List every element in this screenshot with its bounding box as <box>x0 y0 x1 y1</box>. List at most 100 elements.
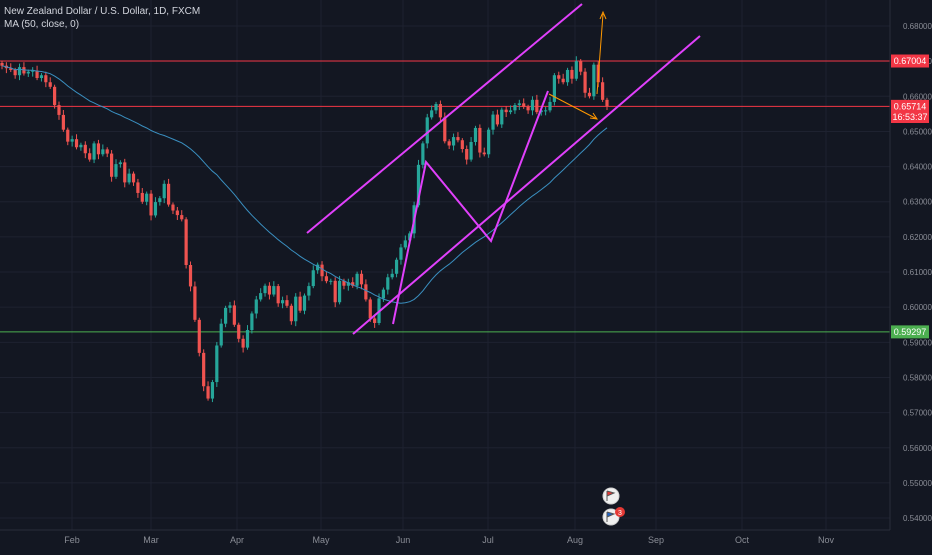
projection-line-down[interactable] <box>548 93 598 120</box>
flag-event-icon <box>606 511 616 522</box>
countdown-label: 16:53:37 <box>892 112 927 122</box>
y-tick-label: 0.63000 <box>903 198 932 207</box>
candle-body <box>530 99 535 111</box>
chart-legend: New Zealand Dollar / U.S. Dollar, 1D, FX… <box>4 5 200 31</box>
candle-body <box>526 106 530 111</box>
candle-body <box>44 75 48 83</box>
candle-body <box>83 144 87 154</box>
candle-body <box>359 273 364 285</box>
y-tick-label: 0.57000 <box>903 409 932 418</box>
candle-body <box>316 264 320 271</box>
candle-body <box>403 240 407 248</box>
candle-body <box>70 139 74 142</box>
candle-body <box>425 117 429 144</box>
candle-body <box>267 285 272 295</box>
candle-body <box>166 183 171 205</box>
candle-body <box>487 129 491 155</box>
candle-body <box>587 92 592 97</box>
candle-body <box>145 193 149 202</box>
level-badge <box>891 99 929 113</box>
y-tick-label: 0.59000 <box>903 338 932 347</box>
candle-body <box>158 198 162 203</box>
candle-body <box>74 139 79 148</box>
candle-body <box>197 319 201 353</box>
candle-body <box>202 352 206 387</box>
x-tick-label: Nov <box>818 535 835 545</box>
candle-body <box>381 289 386 299</box>
trend-drawings[interactable] <box>306 3 701 335</box>
candle-body <box>153 202 158 216</box>
candle-body <box>241 338 245 348</box>
candle-body <box>482 152 486 155</box>
candle-body <box>495 114 499 125</box>
candle-body <box>101 149 105 155</box>
candle-body <box>307 286 311 296</box>
candle-body <box>386 277 390 290</box>
flag-event-icon <box>606 490 616 501</box>
candle-body <box>456 137 460 141</box>
x-tick-label: May <box>312 535 330 545</box>
candle-body <box>311 270 315 287</box>
candle-body <box>0 62 4 66</box>
candle-body <box>223 307 228 324</box>
y-tick-label: 0.61000 <box>903 268 932 277</box>
candle-body <box>421 143 425 165</box>
candle-body <box>136 182 140 193</box>
candle-body <box>500 109 504 125</box>
event-flag-top[interactable] <box>602 487 620 505</box>
level-price-labels: 0.67004 0.65714 0.59297 <box>891 54 929 339</box>
channel-lower-line[interactable] <box>352 35 701 335</box>
candle-body <box>48 82 52 87</box>
candle-body <box>175 210 179 216</box>
candle-body <box>517 103 521 106</box>
candle-body <box>522 103 526 107</box>
grid <box>0 0 890 530</box>
y-tick-label: 0.54000 <box>903 514 932 523</box>
candle-body <box>574 61 578 79</box>
candle-body <box>31 70 35 72</box>
channel-upper-line[interactable] <box>306 3 583 234</box>
candle-body <box>250 313 254 331</box>
candle-body <box>548 101 552 111</box>
candles <box>0 56 609 403</box>
event-flag-bottom[interactable]: 3 <box>602 507 625 526</box>
x-tick-label: Mar <box>143 535 159 545</box>
candle-body <box>298 296 302 311</box>
candle-body <box>131 173 136 183</box>
event-markers[interactable]: 3 <box>602 487 625 526</box>
candle-body <box>443 117 447 142</box>
candle-body <box>565 69 570 83</box>
x-tick-label: Jun <box>396 535 411 545</box>
y-tick-label: 0.56000 <box>903 444 932 453</box>
time-axis[interactable]: Feb Mar Apr May Jun Jul Aug Sep Oct Nov <box>0 529 890 545</box>
candle-body <box>579 61 583 72</box>
candle-body <box>149 193 153 216</box>
y-tick-label: 0.55000 <box>903 479 932 488</box>
candle-body <box>123 162 127 183</box>
candle-body <box>118 162 122 165</box>
x-tick-label: Aug <box>567 535 583 545</box>
candle-body <box>210 382 215 399</box>
candle-body <box>66 129 70 142</box>
symbol-title: New Zealand Dollar / U.S. Dollar, 1D, FX… <box>4 6 201 17</box>
candle-body <box>259 293 263 300</box>
candle-body <box>438 104 443 118</box>
candle-body <box>162 183 166 199</box>
candle-body <box>434 104 438 111</box>
candle-body <box>254 299 258 314</box>
candle-body <box>451 137 456 146</box>
zigzag-pattern[interactable] <box>392 90 549 325</box>
moving-average-line <box>1 65 608 304</box>
level-label: 0.67004 <box>894 56 927 66</box>
candle-body <box>13 69 17 76</box>
candle-body <box>364 284 368 300</box>
candle-body <box>26 71 30 74</box>
price-axis[interactable]: 0.54000 0.55000 0.56000 0.57000 0.58000 0.590… <box>889 0 932 530</box>
y-tick-label: 0.62000 <box>903 233 932 242</box>
candle-body <box>184 219 188 265</box>
candle-body <box>465 149 469 160</box>
projection-line-up[interactable] <box>596 13 604 95</box>
candle-body <box>228 305 232 308</box>
